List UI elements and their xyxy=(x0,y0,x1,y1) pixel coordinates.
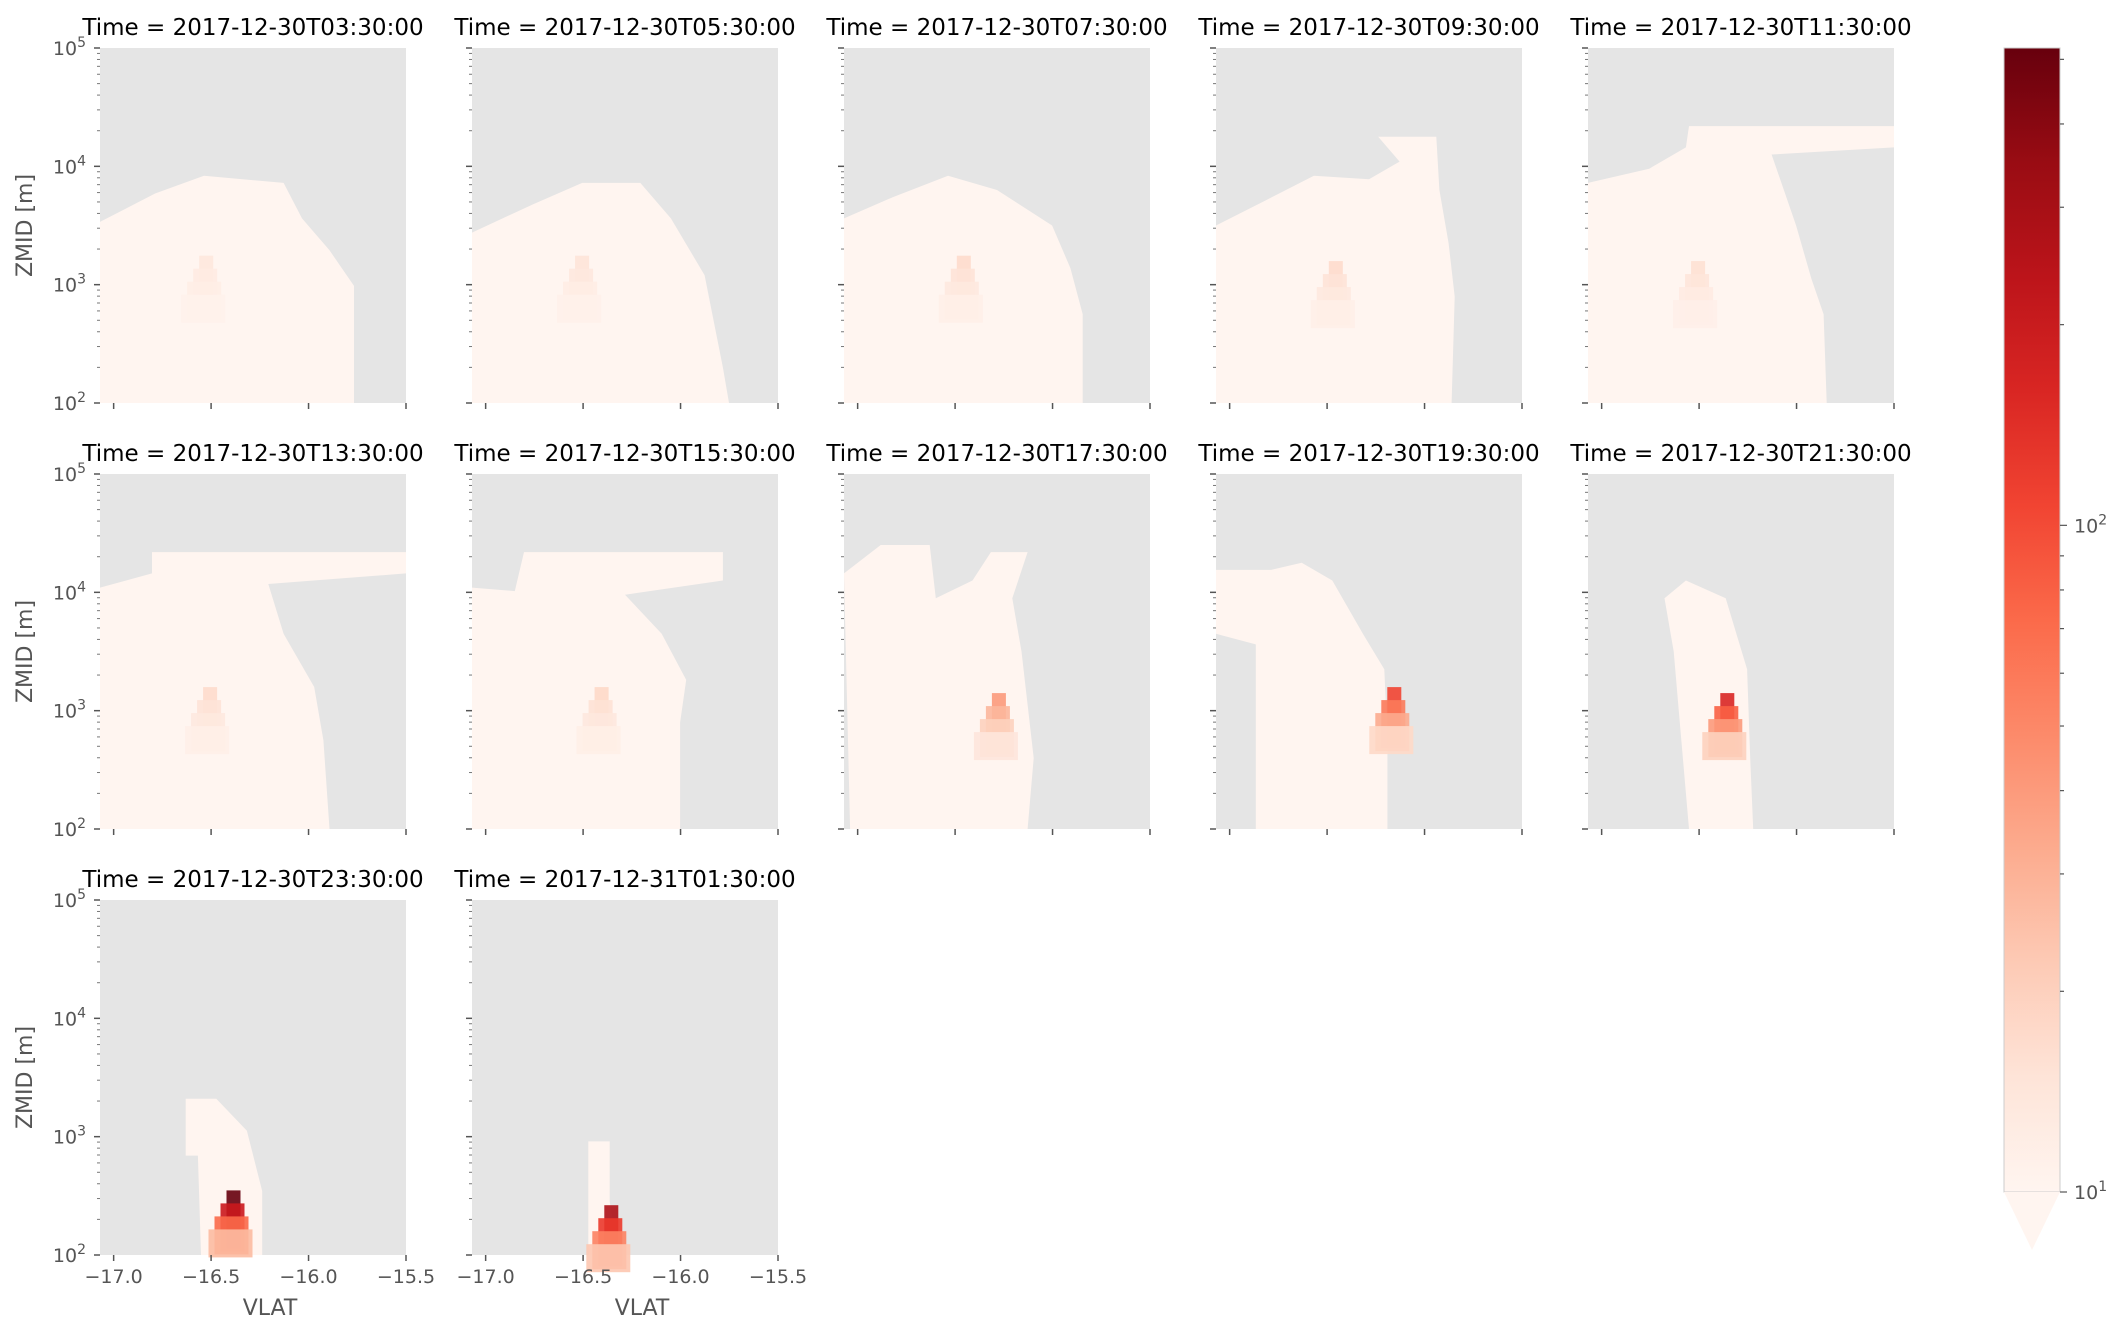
y-axis-label: ZMID [m] xyxy=(13,174,38,277)
y-tick-label: 105 xyxy=(53,887,86,912)
panel-title: Time = 2017-12-30T09:30:00 xyxy=(1197,15,1539,41)
panel-6: Time = 2017-12-30T13:30:00 102 103 104 105 ZM… xyxy=(13,441,424,841)
panel-7: Time = 2017-12-30T15:30:00 xyxy=(453,441,796,835)
heatmap-cell xyxy=(586,1244,631,1273)
y-tick-label: 104 xyxy=(53,153,86,178)
panel-title: Time = 2017-12-30T11:30:00 xyxy=(1569,15,1911,41)
heatmap-cell xyxy=(181,294,226,323)
x-tick-label: −16.5 xyxy=(182,1266,240,1288)
heatmap-region xyxy=(1216,562,1388,829)
y-axis-label: ZMID [m] xyxy=(13,600,38,703)
heatmap-region xyxy=(1588,126,1894,403)
y-tick-label: 103 xyxy=(53,698,86,723)
y-tick-label: 102 xyxy=(53,390,86,415)
plot-background xyxy=(472,900,778,1255)
panel-3: Time = 2017-12-30T07:30:00 xyxy=(825,15,1168,409)
x-tick-label: −16.5 xyxy=(554,1266,612,1288)
y-tick-label: 102 xyxy=(53,816,86,841)
y-tick-label: 105 xyxy=(53,461,86,486)
x-tick-label: −17.0 xyxy=(85,1266,143,1288)
heatmap-cell xyxy=(938,294,983,323)
panel-12: Time = 2017-12-31T01:30:00 −17.0 −16.5 −16.… xyxy=(453,867,807,1321)
heatmap-cell xyxy=(1369,726,1414,755)
y-tick-label: 105 xyxy=(53,35,86,60)
colorbar-tick-label: 101 xyxy=(2074,1179,2107,1204)
panel-2: Time = 2017-12-30T05:30:00 xyxy=(453,15,796,409)
y-tick-label: 103 xyxy=(53,272,86,297)
x-tick-label: −17.0 xyxy=(457,1266,515,1288)
heatmap-region xyxy=(100,552,406,829)
panel-4: Time = 2017-12-30T09:30:00 xyxy=(1197,15,1540,409)
panel-title: Time = 2017-12-30T03:30:00 xyxy=(81,15,423,41)
x-tick-label: −15.5 xyxy=(377,1266,435,1288)
heatmap-region xyxy=(472,182,729,403)
y-tick-label: 102 xyxy=(53,1242,86,1267)
panel-title: Time = 2017-12-30T07:30:00 xyxy=(825,15,1167,41)
panel-title: Time = 2017-12-30T13:30:00 xyxy=(81,441,423,467)
panel-9: Time = 2017-12-30T19:30:00 xyxy=(1197,441,1540,835)
heatmap-cell xyxy=(576,726,621,755)
heatmap-cell xyxy=(185,726,230,755)
y-tick-label: 104 xyxy=(53,579,86,604)
panel-title: Time = 2017-12-30T19:30:00 xyxy=(1197,441,1539,467)
panel-title: Time = 2017-12-30T17:30:00 xyxy=(825,441,1167,467)
x-axis-label: VLAT xyxy=(615,1296,670,1321)
heatmap-cell xyxy=(557,294,602,323)
colorbar: 101 102 xyxy=(2003,47,2107,1250)
panel-title: Time = 2017-12-30T05:30:00 xyxy=(453,15,795,41)
panel-11: Time = 2017-12-30T23:30:00 −17.0 −16.5 −16.… xyxy=(13,867,435,1321)
panel-grid: Time = 2017-12-30T03:30:00 102 103 104 105 ZM… xyxy=(13,15,1912,1321)
heatmap-cell xyxy=(1673,300,1718,329)
y-tick-label: 104 xyxy=(53,1005,86,1030)
panel-8: Time = 2017-12-30T17:30:00 xyxy=(825,441,1168,835)
heatmap-cell xyxy=(973,732,1018,761)
panel-10: Time = 2017-12-30T21:30:00 xyxy=(1569,441,1912,835)
colorbar-extend-min xyxy=(2004,1192,2060,1250)
panel-1: Time = 2017-12-30T03:30:00 102 103 104 105 ZM… xyxy=(13,15,424,415)
panel-title: Time = 2017-12-31T01:30:00 xyxy=(453,867,795,893)
panel-title: Time = 2017-12-30T23:30:00 xyxy=(81,867,423,893)
x-axis-label: VLAT xyxy=(243,1296,298,1321)
panel-title: Time = 2017-12-30T21:30:00 xyxy=(1569,441,1911,467)
x-tick-label: −16.0 xyxy=(279,1266,337,1288)
heatmap-region xyxy=(100,175,354,403)
heatmap-cell xyxy=(1310,300,1355,329)
panel-5: Time = 2017-12-30T11:30:00 xyxy=(1569,15,1912,409)
colorbar-tick-label: 102 xyxy=(2074,512,2107,537)
y-tick-label: 103 xyxy=(53,1124,86,1149)
x-tick-label: −15.5 xyxy=(749,1266,807,1288)
colorbar-body xyxy=(2003,47,2061,1193)
heatmap-cell xyxy=(208,1229,253,1258)
panel-title: Time = 2017-12-30T15:30:00 xyxy=(453,441,795,467)
heatmap-region xyxy=(1664,580,1754,829)
y-axis-label: ZMID [m] xyxy=(13,1026,38,1129)
x-tick-label: −16.0 xyxy=(651,1266,709,1288)
heatmap-cell xyxy=(1702,732,1747,761)
